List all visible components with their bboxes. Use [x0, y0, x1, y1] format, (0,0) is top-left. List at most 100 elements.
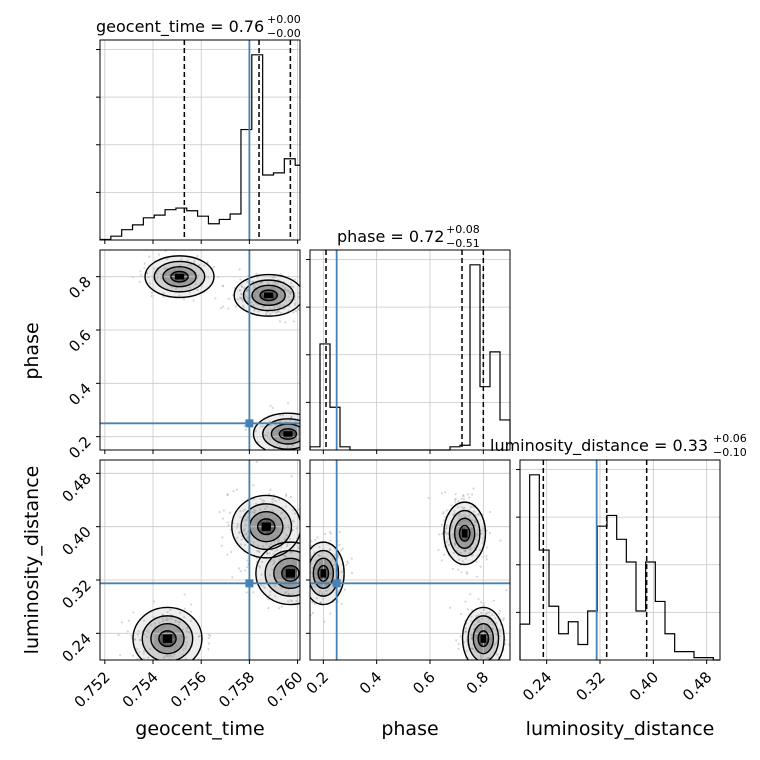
sample-point [169, 608, 172, 612]
sample-point [301, 578, 303, 580]
sample-point [260, 534, 264, 538]
sample-point [258, 518, 261, 521]
histograms [99, 54, 720, 661]
sample-point [182, 648, 185, 651]
sample-point [258, 564, 261, 567]
sample-point [272, 552, 275, 555]
sample-point [252, 511, 255, 514]
sample-point [452, 532, 455, 536]
sample-point [163, 648, 166, 652]
sample-point [274, 499, 277, 503]
sample-point [246, 288, 249, 291]
sample-point [473, 546, 476, 549]
sample-point [472, 628, 475, 631]
sample-point [269, 438, 272, 441]
sample-point [286, 445, 289, 448]
sample-point [221, 305, 225, 308]
sample-point [470, 637, 473, 640]
sample-point [261, 560, 264, 563]
sample-point [188, 286, 191, 289]
sample-point [301, 537, 303, 539]
sample-point [466, 493, 469, 496]
sample-point [306, 560, 308, 562]
contour-line [461, 606, 505, 660]
sample-point [253, 294, 257, 297]
sample-point [196, 288, 199, 292]
sample-point [284, 289, 288, 292]
title-phase: phase = 0.72 [337, 227, 444, 246]
sample-point [275, 311, 278, 314]
sample-point [318, 571, 321, 574]
sample-point [474, 635, 477, 638]
sample-point [255, 282, 259, 286]
sample-point [284, 554, 287, 557]
sample-point [245, 289, 248, 292]
sample-point [460, 612, 463, 616]
sample-point [474, 650, 477, 653]
sample-point [315, 577, 318, 580]
sample-point [470, 620, 473, 623]
sample-point [174, 287, 177, 291]
sample-point [484, 642, 487, 645]
sample-point [277, 293, 280, 296]
sample-point [143, 262, 146, 265]
sample-point [463, 506, 466, 509]
sample-point [167, 626, 170, 630]
sample-point [142, 619, 146, 622]
sample-point [142, 650, 146, 653]
sample-point [251, 527, 255, 530]
sample-point [471, 647, 474, 650]
sample-point [239, 510, 242, 513]
ylabel-phase: phase [21, 322, 43, 379]
sample-point [306, 584, 308, 586]
sample-point [445, 532, 448, 535]
sample-point [226, 553, 229, 556]
title-geocent-time-minus: −0.00 [267, 27, 301, 40]
sample-point [315, 567, 318, 570]
sample-point [277, 524, 281, 527]
sample-point [246, 289, 249, 292]
sample-point [256, 517, 259, 520]
sample-point [153, 622, 157, 625]
sample-point [138, 280, 141, 283]
sample-point [475, 575, 478, 578]
sample-point [255, 534, 258, 538]
sample-point [239, 278, 242, 281]
sample-point [324, 562, 327, 565]
sample-point [464, 544, 468, 547]
sample-point [444, 531, 447, 534]
sample-point [427, 496, 430, 500]
sample-point [165, 618, 168, 621]
sample-point [252, 484, 255, 487]
sample-point [145, 629, 149, 632]
sample-point [271, 498, 274, 501]
sample-point [239, 247, 241, 249]
sample-point [145, 635, 149, 638]
sample-point [283, 524, 286, 527]
sample-point [479, 565, 482, 568]
sample-point [269, 424, 272, 427]
sample-point [266, 552, 270, 555]
sample-point [157, 667, 159, 669]
sample-point [271, 568, 274, 571]
sample-point [277, 570, 280, 573]
sample-point [268, 574, 271, 577]
sample-point [486, 657, 489, 660]
sample-point [478, 648, 481, 651]
sample-point [149, 624, 153, 627]
sample-point [263, 500, 266, 503]
sample-point [281, 294, 284, 297]
sample-point [321, 592, 324, 596]
sample-point [258, 298, 261, 301]
sample-point [473, 623, 476, 626]
title-phase-minus: −0.51 [446, 237, 480, 250]
sample-point [306, 565, 308, 567]
y-tick-label: 0.32 [58, 576, 94, 612]
sample-point [226, 521, 229, 524]
sample-point [469, 513, 472, 516]
sample-point [258, 566, 262, 569]
sample-point [182, 298, 186, 301]
sample-point [288, 299, 291, 302]
sample-point [454, 501, 457, 504]
sample-point [126, 630, 129, 633]
